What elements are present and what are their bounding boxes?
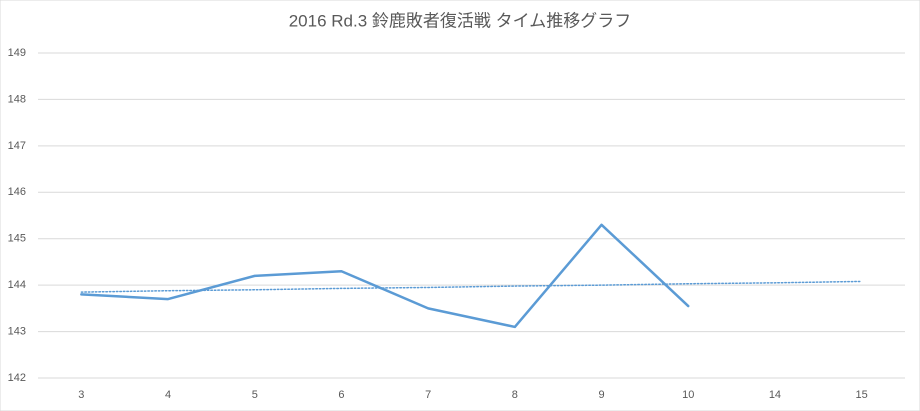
data-line xyxy=(80,223,690,329)
x-tick-label: 6 xyxy=(338,389,344,401)
y-tick-label: 148 xyxy=(8,93,26,105)
y-tick-label: 144 xyxy=(8,279,26,291)
trend-line xyxy=(80,280,863,293)
x-tick-label: 4 xyxy=(165,389,171,401)
x-tick-label: 14 xyxy=(769,389,781,401)
x-tick-label: 10 xyxy=(682,389,694,401)
chart-title: 2016 Rd.3 鈴鹿敗者復活戦 タイム推移グラフ xyxy=(289,11,632,30)
y-tick-label: 145 xyxy=(8,233,26,245)
y-tick-label: 142 xyxy=(8,372,26,384)
y-tick-label: 147 xyxy=(8,140,26,152)
y-tick-label: 149 xyxy=(8,47,26,59)
y-tick-label: 143 xyxy=(8,325,26,337)
x-tick-label: 15 xyxy=(856,389,868,401)
x-tick-label: 3 xyxy=(78,389,84,401)
x-tick-label: 7 xyxy=(425,389,431,401)
x-tick-label: 8 xyxy=(512,389,518,401)
y-tick-label: 146 xyxy=(8,186,26,198)
x-tick-label: 9 xyxy=(598,389,604,401)
x-tick-label: 5 xyxy=(252,389,258,401)
